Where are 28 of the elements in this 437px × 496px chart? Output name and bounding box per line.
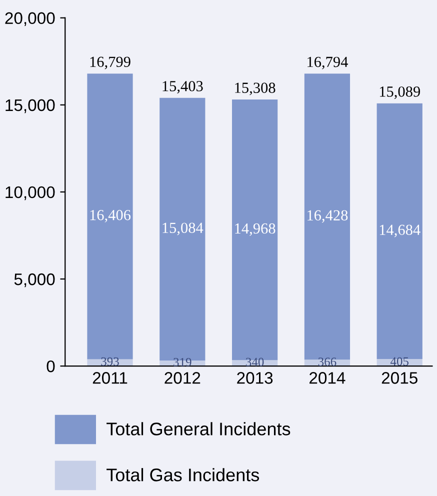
data-label: 393 — [101, 357, 119, 366]
data-label: 16,428 — [308, 210, 348, 223]
total-label: 16,794 — [308, 56, 348, 70]
data-label: 340 — [246, 358, 264, 366]
total-label: 15,089 — [380, 86, 420, 99]
y-tick-label: 20,000 — [5, 12, 55, 26]
data-label: 366 — [318, 358, 336, 366]
y-tick-label: 15,000 — [6, 99, 55, 114]
y-tick-label: 0 — [46, 360, 55, 372]
data-label: 405 — [390, 357, 408, 366]
bar — [376, 103, 422, 359]
total-label: 15,403 — [162, 80, 203, 94]
total-label: 16,799 — [90, 56, 130, 70]
x-tick-label: 2013 — [237, 372, 273, 384]
legend-label: Total Gas Incidents — [106, 468, 260, 482]
data-label: 16,406 — [90, 210, 131, 222]
data-label: 319 — [174, 358, 192, 366]
y-tick-label: 10,000 — [6, 186, 55, 200]
x-tick-label: 2012 — [164, 372, 200, 384]
x-tick-label: 2015 — [382, 372, 418, 384]
x-tick-label: 2014 — [310, 372, 346, 384]
y-tick-label: 5,000 — [14, 273, 55, 288]
x-tick-label: 2011 — [92, 372, 128, 384]
data-label: 14,968 — [235, 223, 276, 236]
data-label: 15,084 — [162, 222, 204, 236]
legend-label: Total General Incidents — [106, 422, 290, 436]
total-label: 15,308 — [235, 82, 276, 96]
data-label: 14,684 — [380, 224, 420, 238]
